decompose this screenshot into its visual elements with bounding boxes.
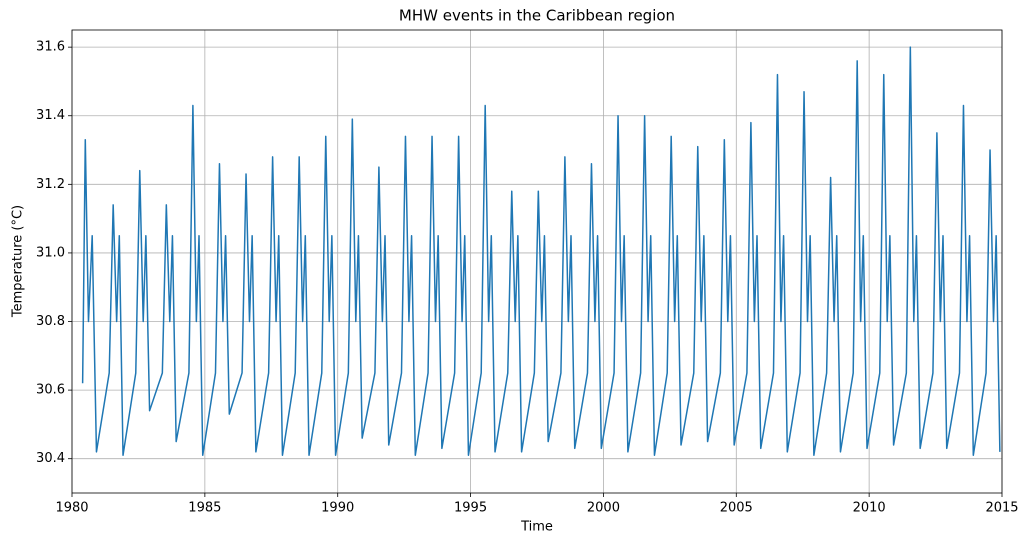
x-axis-label: Time: [520, 520, 553, 535]
y-tick-label: 30.4: [36, 451, 65, 466]
y-tick-label: 31.2: [36, 177, 65, 192]
y-tick-label: 30.8: [36, 314, 65, 329]
chart-title: MHW events in the Caribbean region: [399, 7, 675, 25]
line-series: [81, 46, 1001, 457]
y-tick-label: 31.0: [36, 245, 65, 260]
x-tick-label: 1995: [454, 501, 487, 516]
x-tick-label: 2005: [720, 501, 753, 516]
x-tick-label: 2015: [985, 501, 1018, 516]
plot-frame: [71, 29, 1003, 494]
x-tick-label: 1990: [321, 501, 354, 516]
x-tick-label: 2010: [853, 501, 886, 516]
y-tick-label: 30.6: [36, 383, 65, 398]
x-tick-label: 1980: [55, 501, 88, 516]
x-tick-label: 1985: [188, 501, 221, 516]
x-tick-label: 2000: [587, 501, 620, 516]
y-tick-label: 31.4: [36, 108, 65, 123]
y-tick-label: 31.6: [36, 40, 65, 55]
y-axis-label: Temperature (°C): [11, 205, 26, 318]
